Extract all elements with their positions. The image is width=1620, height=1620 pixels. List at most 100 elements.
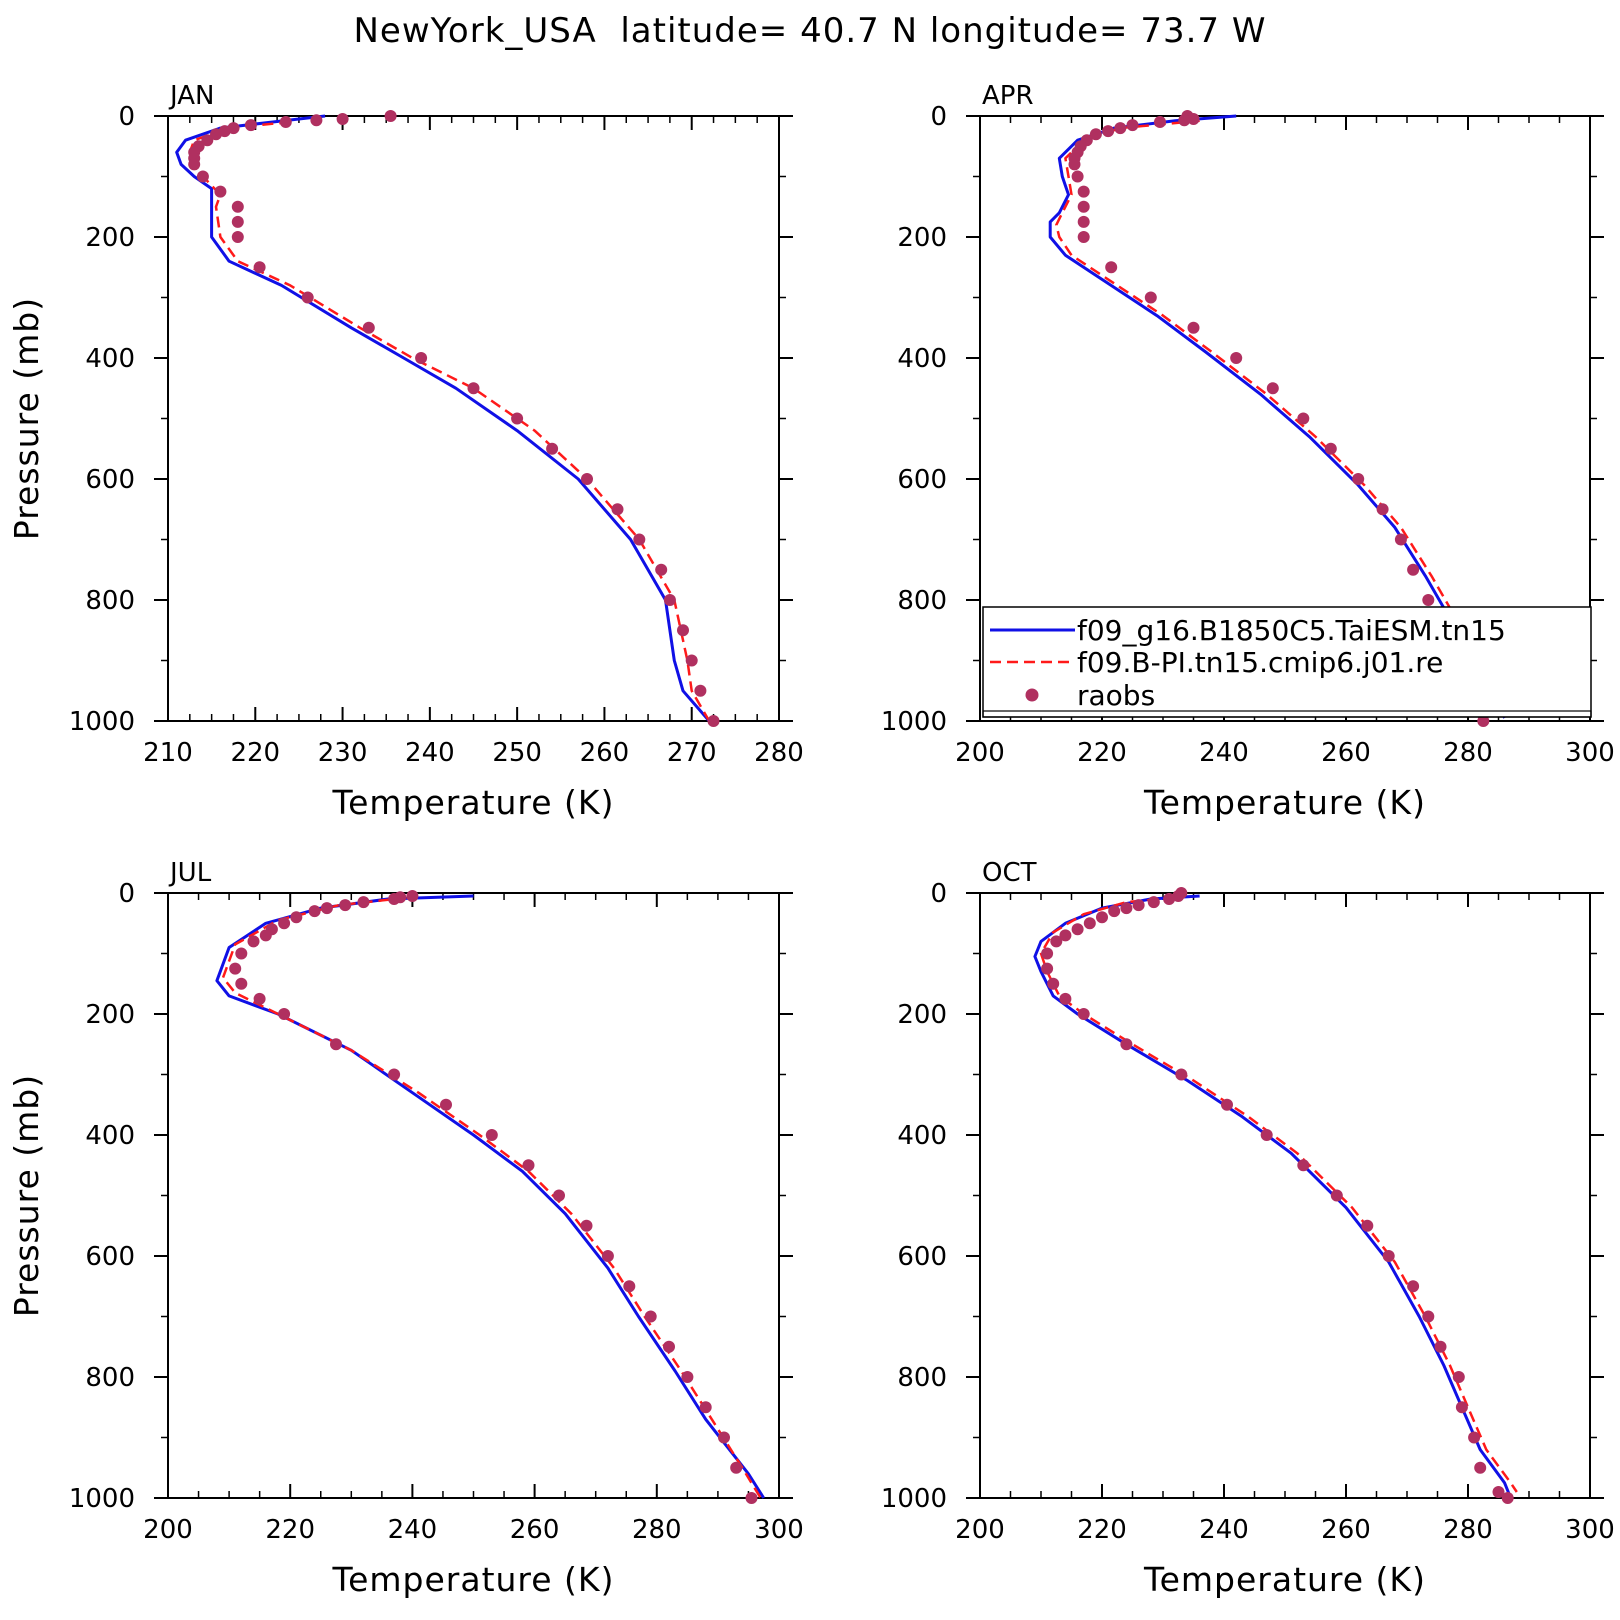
raobs-point	[1059, 929, 1072, 942]
x-tick-label: 260	[1321, 1515, 1371, 1545]
y-tick-label: 0	[930, 102, 947, 132]
panels: JAN 210 220 230 240 250 260 270 280 0 200 400 600 800…	[7, 81, 1615, 1599]
raobs-point	[1260, 1129, 1273, 1141]
raobs-point	[406, 890, 419, 902]
legend-label-model1: f09_g16.B1850C5.TaiESM.tn15	[1077, 614, 1506, 647]
raobs-point	[1154, 116, 1166, 128]
raobs-point	[633, 533, 646, 546]
y-tick-label: 200	[85, 223, 135, 253]
y-tick-label: 800	[85, 586, 135, 616]
raobs-point	[699, 1401, 712, 1414]
x-tick-label: 280	[754, 738, 804, 768]
y-tick-label: 200	[897, 223, 947, 253]
x-tick-label: 220	[1077, 738, 1127, 768]
x-tick-label: 220	[265, 1515, 315, 1545]
series-line-model2	[1055, 119, 1494, 710]
panel-label: JAN	[168, 81, 214, 111]
x-tick-label: 230	[318, 738, 368, 768]
raobs-point	[201, 134, 214, 147]
raobs-point	[290, 911, 303, 924]
raobs-point	[339, 899, 352, 912]
raobs-point	[210, 128, 222, 141]
raobs-point	[1068, 158, 1081, 171]
x-tick-label: 220	[1077, 1515, 1127, 1545]
raobs-point	[663, 1340, 675, 1353]
raobs-point	[1077, 200, 1090, 213]
plot-frame	[979, 892, 1591, 1499]
raobs-point	[467, 382, 480, 395]
raobs-point	[357, 896, 370, 909]
series-line-model1	[1048, 114, 1506, 719]
raobs-point	[522, 1159, 535, 1172]
raobs-point	[247, 935, 260, 948]
raobs-point	[415, 352, 428, 364]
raobs-point	[188, 158, 201, 171]
raobs-point	[214, 185, 227, 198]
raobs-point	[388, 893, 401, 905]
raobs-point	[611, 503, 624, 516]
raobs-point	[1114, 122, 1127, 135]
x-tick-label: 300	[754, 1515, 804, 1545]
panel-label: JUL	[168, 858, 212, 888]
raobs-point	[235, 977, 248, 990]
raobs-point	[707, 715, 720, 727]
series-line-model2	[1039, 896, 1518, 1493]
raobs-point	[278, 1008, 291, 1020]
raobs-point	[677, 624, 689, 637]
raobs-point	[1407, 1280, 1420, 1293]
raobs-point	[1394, 533, 1407, 546]
raobs-point	[511, 412, 524, 425]
x-tick-label: 300	[1565, 738, 1615, 768]
raobs-point	[440, 1098, 452, 1111]
raobs-point	[1144, 291, 1157, 304]
raobs-point	[1041, 947, 1054, 960]
x-axis-title: Temperature (K)	[332, 783, 615, 822]
raobs-point	[1102, 125, 1115, 138]
raobs-point	[546, 442, 559, 455]
y-tick-label: 400	[85, 344, 135, 374]
raobs-point	[1077, 1008, 1090, 1020]
legend-label-model2: f09.B-PI.tn15.cmip6.j01.re	[1077, 646, 1443, 679]
legend-marker-raobs	[1025, 688, 1039, 702]
x-tick-label: 200	[955, 738, 1005, 768]
raobs-point	[1187, 321, 1200, 334]
raobs-point	[1089, 128, 1102, 141]
y-tick-label: 1000	[69, 707, 135, 737]
x-tick-label: 240	[388, 1515, 438, 1545]
raobs-point	[1297, 1159, 1310, 1172]
raobs-point	[196, 170, 209, 183]
raobs-point	[1474, 1461, 1487, 1474]
y-tick-label: 600	[897, 1242, 947, 1272]
raobs-point	[718, 1431, 730, 1444]
raobs-point	[1361, 1219, 1374, 1232]
x-tick-label: 240	[1199, 738, 1249, 768]
raobs-point	[330, 1038, 342, 1051]
raobs-point	[745, 1492, 758, 1504]
x-axis-title: Temperature (K)	[1143, 1560, 1426, 1599]
raobs-point	[1120, 902, 1133, 915]
y-tick-label: 0	[118, 879, 135, 909]
raobs-point	[1175, 1068, 1188, 1081]
raobs-point	[1376, 503, 1389, 516]
raobs-point	[1126, 119, 1139, 132]
series-line-model1	[175, 114, 711, 722]
x-tick-label: 260	[580, 738, 630, 768]
raobs-point	[1297, 412, 1310, 425]
legend: f09_g16.B1850C5.TaiESM.tn15 f09.B-PI.tn1…	[982, 606, 1592, 718]
raobs-point	[244, 119, 257, 132]
raobs-point	[1096, 911, 1108, 924]
raobs-point	[231, 231, 244, 243]
y-tick-label: 600	[85, 1242, 135, 1272]
raobs-point	[1422, 594, 1435, 606]
raobs-point	[663, 594, 676, 606]
raobs-point	[1178, 114, 1191, 127]
y-tick-label: 200	[85, 1000, 135, 1030]
raobs-point	[362, 321, 375, 334]
y-tick-label: 0	[118, 102, 135, 132]
raobs-point	[1324, 442, 1337, 455]
raobs-point	[1172, 890, 1185, 902]
y-tick-label: 800	[85, 1363, 135, 1393]
series-line-model2	[188, 120, 711, 722]
raobs-point	[553, 1189, 565, 1202]
panel-label: APR	[982, 81, 1034, 111]
